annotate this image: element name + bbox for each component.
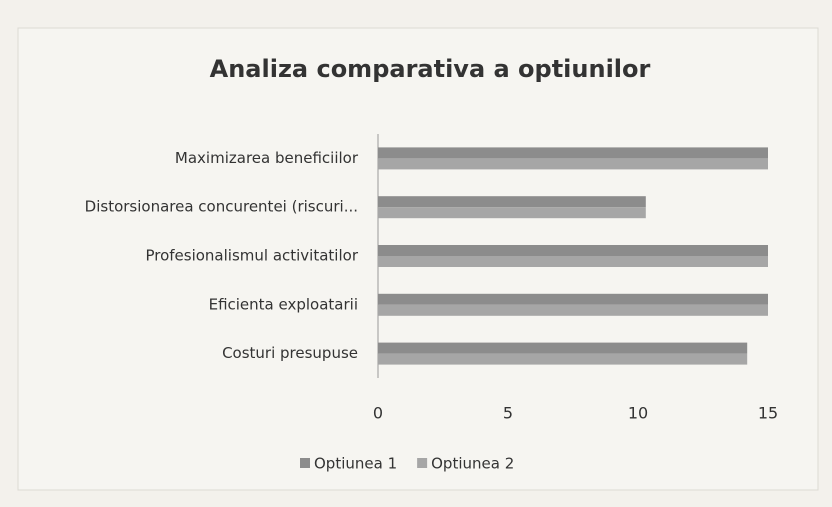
x-tick-label: 10 — [628, 404, 648, 423]
bar — [378, 207, 646, 219]
bar — [378, 342, 748, 354]
bar — [378, 293, 768, 305]
bar — [378, 353, 748, 365]
legend-swatch — [417, 458, 428, 468]
legend-label: Optiunea 1 — [314, 455, 397, 473]
y-tick-label: Profesionalismul activitatilor — [145, 247, 358, 265]
y-tick-label: Costuri presupuse — [222, 344, 358, 362]
chart-title: Analiza comparativa a optiunilor — [210, 55, 651, 83]
x-tick-label: 15 — [758, 404, 778, 423]
x-tick-label: 0 — [373, 404, 383, 423]
y-tick-label: Maximizarea beneficiilor — [175, 149, 359, 167]
bar — [378, 196, 646, 208]
bar — [378, 304, 768, 316]
bar — [378, 245, 768, 256]
x-tick-label: 5 — [503, 404, 513, 423]
legend-label: Optiunea 2 — [431, 455, 514, 473]
bar — [378, 158, 768, 170]
y-tick-label: Eficienta exploatarii — [209, 295, 358, 313]
bar — [378, 147, 768, 159]
bar — [378, 256, 768, 267]
legend-swatch — [300, 458, 310, 468]
y-tick-label: Distorsionarea concurentei (riscuri... — [85, 198, 358, 216]
